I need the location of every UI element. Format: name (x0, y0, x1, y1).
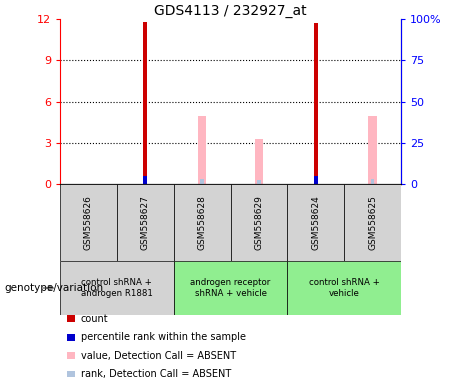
Text: genotype/variation: genotype/variation (5, 283, 104, 293)
Text: GSM558629: GSM558629 (254, 195, 263, 250)
Bar (198, 116, 207, 184)
Bar (344, 184, 401, 261)
Title: GDS4113 / 232927_at: GDS4113 / 232927_at (154, 4, 307, 18)
Bar (371, 179, 374, 184)
Bar (230, 184, 287, 261)
Bar (60, 261, 174, 315)
Bar (143, 22, 148, 184)
Bar (368, 116, 377, 184)
Bar (313, 23, 318, 184)
Bar (201, 179, 204, 184)
Bar (314, 176, 318, 184)
Text: count: count (81, 314, 108, 324)
Bar (287, 184, 344, 261)
Text: androgen receptor
shRNA + vehicle: androgen receptor shRNA + vehicle (190, 278, 271, 298)
Bar (257, 180, 260, 184)
Bar (117, 184, 174, 261)
Text: value, Detection Call = ABSENT: value, Detection Call = ABSENT (81, 351, 236, 361)
Text: GSM558628: GSM558628 (198, 195, 207, 250)
Text: GSM558624: GSM558624 (311, 195, 320, 250)
Text: GSM558626: GSM558626 (84, 195, 93, 250)
Bar (60, 184, 117, 261)
Bar (254, 139, 263, 184)
Text: GSM558627: GSM558627 (141, 195, 150, 250)
Bar (287, 261, 401, 315)
Text: control shRNA +
vehicle: control shRNA + vehicle (309, 278, 380, 298)
Bar (143, 176, 147, 184)
Text: GSM558625: GSM558625 (368, 195, 377, 250)
Bar (174, 261, 287, 315)
Text: rank, Detection Call = ABSENT: rank, Detection Call = ABSENT (81, 369, 231, 379)
Text: percentile rank within the sample: percentile rank within the sample (81, 332, 246, 342)
Text: control shRNA +
androgen R1881: control shRNA + androgen R1881 (81, 278, 153, 298)
Bar (174, 184, 230, 261)
